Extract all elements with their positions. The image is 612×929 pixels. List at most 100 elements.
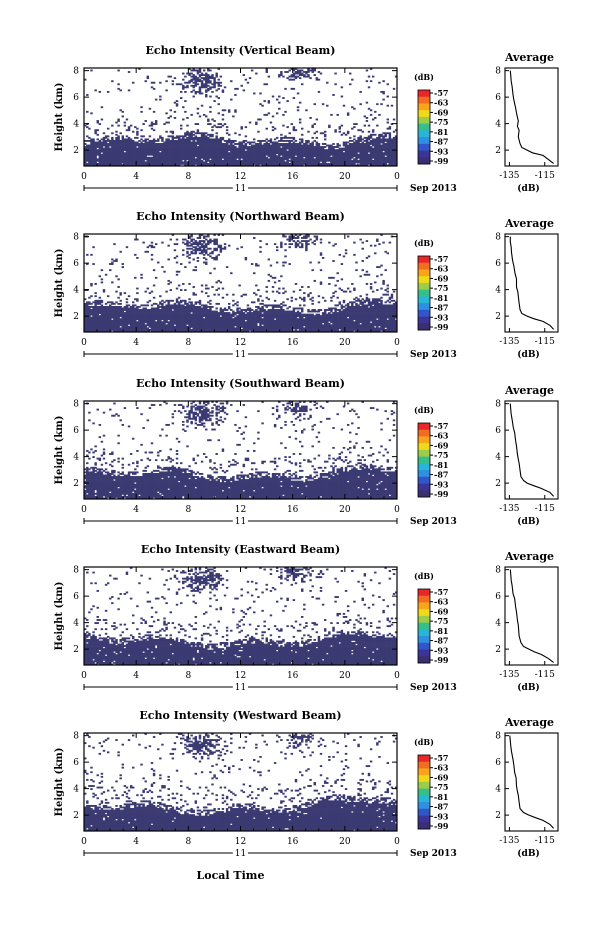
heatmap-cell bbox=[275, 147, 279, 150]
heatmap-cell bbox=[282, 315, 285, 318]
heatmap-cell bbox=[113, 149, 116, 152]
heatmap-cell bbox=[117, 149, 120, 152]
heatmap-cell bbox=[213, 155, 216, 158]
heatmap-cell bbox=[131, 319, 135, 322]
heatmap-cell bbox=[123, 124, 127, 127]
heatmap-cell bbox=[186, 86, 189, 89]
heatmap-cell bbox=[117, 156, 120, 159]
heatmap-cell bbox=[261, 321, 264, 324]
heatmap-cell bbox=[386, 327, 390, 330]
heatmap-cell bbox=[152, 152, 156, 155]
heatmap-cell bbox=[374, 319, 377, 322]
heatmap-cell bbox=[253, 313, 256, 316]
heatmap-cell bbox=[213, 143, 216, 145]
heatmap-cell bbox=[236, 153, 239, 156]
heatmap-cell bbox=[154, 325, 158, 328]
heatmap-cell bbox=[194, 318, 198, 321]
heatmap-cell bbox=[340, 328, 344, 331]
heatmap-cell bbox=[194, 147, 198, 150]
heatmap-cell bbox=[311, 155, 314, 158]
heatmap-cell bbox=[175, 147, 179, 150]
heatmap-cell bbox=[142, 153, 145, 156]
heatmap-cell bbox=[194, 81, 198, 84]
heatmap-cell bbox=[346, 112, 350, 115]
heatmap-cell bbox=[219, 328, 223, 331]
heatmap-cell bbox=[353, 161, 356, 164]
heatmap-cell bbox=[157, 318, 160, 321]
heatmap-cell bbox=[307, 322, 310, 325]
heatmap-cell bbox=[88, 162, 91, 165]
heatmap-cell bbox=[194, 161, 198, 164]
heatmap-cell bbox=[255, 315, 258, 318]
heatmap-cell bbox=[171, 324, 175, 327]
heatmap-cell bbox=[192, 78, 195, 81]
heatmap-cell bbox=[309, 318, 312, 321]
heatmap-cell bbox=[146, 328, 150, 331]
heatmap-cell bbox=[196, 156, 200, 159]
heatmap-cell bbox=[284, 110, 287, 113]
heatmap-cell bbox=[346, 113, 350, 116]
heatmap-cell bbox=[275, 318, 279, 321]
heatmap-cell bbox=[332, 322, 335, 325]
heatmap-cell bbox=[227, 315, 231, 318]
heatmap-cell bbox=[355, 313, 358, 316]
heatmap-cell bbox=[380, 155, 383, 158]
heatmap-cell bbox=[188, 325, 191, 328]
heatmap-cell bbox=[394, 161, 398, 164]
heatmap-cell bbox=[152, 322, 156, 325]
heatmap-cell bbox=[334, 161, 337, 164]
heatmap-cell bbox=[213, 161, 216, 164]
heatmap-cell bbox=[330, 144, 333, 147]
heatmap-cell bbox=[376, 155, 379, 158]
heatmap-cell bbox=[349, 152, 352, 155]
heatmap-cell bbox=[311, 153, 314, 156]
heatmap-cell bbox=[253, 325, 256, 328]
heatmap-cell bbox=[263, 143, 266, 145]
heatmap-cell bbox=[205, 149, 208, 152]
heatmap-cell bbox=[296, 146, 300, 148]
heatmap-cell bbox=[250, 141, 254, 144]
heatmap-cell bbox=[96, 138, 99, 141]
heatmap-cell bbox=[255, 325, 258, 328]
heatmap-cell bbox=[367, 328, 371, 331]
heatmap-cell bbox=[198, 325, 202, 328]
heatmap-cell bbox=[205, 143, 208, 145]
heatmap-cell bbox=[113, 321, 116, 324]
heatmap-cell bbox=[317, 324, 321, 327]
heatmap-cell bbox=[213, 149, 216, 152]
heatmap-cell bbox=[129, 146, 133, 148]
heatmap-cell bbox=[211, 162, 214, 165]
heatmap-cell bbox=[179, 324, 183, 327]
heatmap-cell bbox=[179, 159, 183, 162]
heatmap-cell bbox=[223, 321, 227, 324]
heatmap-cell bbox=[344, 324, 348, 327]
heatmap-cell bbox=[88, 146, 91, 148]
heatmap-cell bbox=[307, 316, 310, 319]
heatmap-cell bbox=[219, 319, 223, 322]
heatmap-cell bbox=[144, 155, 147, 158]
heatmap-cell bbox=[113, 162, 116, 165]
heatmap-cell bbox=[106, 144, 110, 147]
heatmap-cell bbox=[171, 138, 175, 141]
heatmap-cell bbox=[238, 150, 241, 153]
heatmap-cell bbox=[292, 147, 296, 150]
heatmap-cell bbox=[351, 325, 354, 328]
heatmap-cell bbox=[230, 147, 233, 150]
heatmap-cell bbox=[267, 327, 271, 330]
heatmap-cell bbox=[336, 143, 339, 145]
heatmap-cell bbox=[246, 325, 250, 328]
heatmap-cell bbox=[313, 318, 316, 321]
heatmap-cell bbox=[269, 144, 273, 147]
heatmap-cell bbox=[244, 159, 248, 162]
heatmap-cell bbox=[248, 322, 252, 325]
heatmap-cell bbox=[298, 153, 302, 156]
heatmap-cell bbox=[179, 150, 183, 153]
heatmap-cell bbox=[238, 152, 241, 155]
heatmap-cell bbox=[369, 313, 373, 316]
heatmap-cell bbox=[184, 153, 187, 156]
heatmap-cell bbox=[227, 316, 231, 319]
heatmap-cell bbox=[88, 316, 91, 319]
heatmap-cell bbox=[344, 150, 348, 153]
heatmap-cell bbox=[365, 69, 369, 72]
heatmap-cell bbox=[298, 328, 302, 331]
